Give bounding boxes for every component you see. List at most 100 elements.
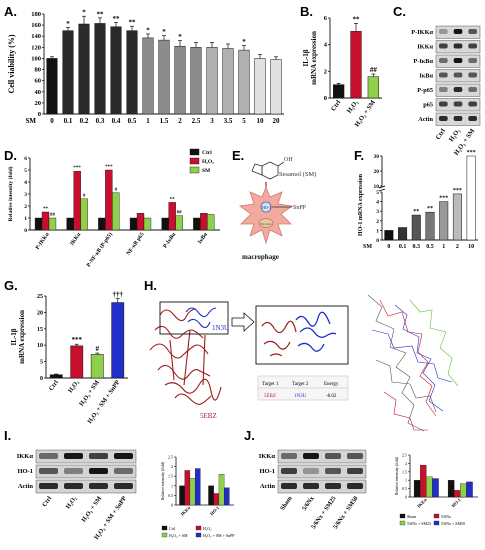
panel-label-a: A.	[4, 4, 17, 19]
d-ytick-label: 1	[24, 216, 27, 222]
f-ytick-label: 10	[374, 184, 380, 190]
d-bar	[193, 217, 201, 231]
f-xtick-label: 2	[456, 244, 459, 250]
a-bar	[110, 26, 122, 115]
j-lane-label: 5/6Nx	[301, 494, 316, 512]
c-row-label: P-IKKα	[411, 29, 433, 36]
f-ytick-label: 0	[376, 238, 379, 244]
d-legend-swatch	[189, 166, 200, 174]
d-sig: #	[83, 194, 86, 199]
g-sig: †††	[113, 291, 124, 299]
i-band	[64, 468, 83, 474]
j-band	[281, 483, 297, 489]
docking-h: 1N3U 5EBZ Target 1 Target 2 Energy 5EBZ …	[149, 294, 459, 432]
a-bar	[78, 23, 90, 115]
a-bar	[158, 39, 170, 115]
a-bar	[238, 49, 250, 115]
d-ytick-label: 6	[24, 156, 27, 162]
j-xtick-label: IKKα	[416, 497, 428, 509]
a-bar	[254, 58, 266, 115]
nucleus	[258, 218, 274, 228]
d-ytick-label: 0	[24, 228, 27, 234]
c-lane-label: Ctrl	[435, 127, 447, 141]
j-legend-swatch	[399, 513, 406, 519]
j-ytick-label: 0.5	[402, 486, 407, 491]
i-ytick-label: 0.5	[168, 493, 173, 498]
j-band	[303, 453, 319, 459]
a-xtick-label: 20	[273, 117, 281, 125]
c-band	[439, 87, 448, 92]
g-ytick-label: 5	[40, 360, 43, 366]
b-ytick-label: 6	[324, 15, 328, 22]
i-xtick-label: IKKα	[180, 505, 192, 517]
c-row-label: IKKα	[417, 44, 433, 51]
a-xtick-label: 10	[257, 117, 265, 125]
c-band	[453, 29, 463, 34]
f-axis-break	[378, 188, 386, 192]
b-sig: ##	[370, 66, 378, 74]
i-bar	[223, 487, 230, 506]
table-cell-1: 5EBZ	[264, 394, 276, 399]
i-bar	[194, 468, 201, 506]
g-xtick-label: H₂O₂ + SM	[78, 379, 101, 407]
d-bar	[105, 169, 113, 231]
g-ytick-label: 0	[40, 376, 43, 382]
a-xtick-label: 2	[178, 117, 182, 125]
b-bar	[367, 76, 379, 99]
i-ytick-label: 2	[171, 464, 173, 469]
panel-label-e: E.	[232, 148, 244, 163]
f-xtick-label: 1	[442, 244, 445, 250]
j-bar	[460, 483, 467, 498]
c-row-label: Actin	[418, 116, 433, 123]
f-ytick-label: 20	[374, 169, 380, 175]
i-bar	[218, 474, 225, 506]
j-ytick-label: 2	[405, 461, 407, 466]
b-sig: **	[353, 15, 361, 23]
f-sig: ***	[467, 150, 476, 156]
schematic-e: OH Sesamol (SM) HO-1 Nucleus SnPP macrop…	[238, 157, 316, 261]
b-bar	[333, 84, 345, 99]
chart-j: 0 0.5 1 1.5 2 2.5 IKKα HO-1 Relative intensity (…	[394, 453, 478, 526]
a-sig: **	[129, 19, 137, 27]
f-xtick-label: 0.5	[426, 244, 434, 250]
d-bar	[143, 217, 152, 231]
a-bar	[94, 23, 106, 115]
d-xtick-label: IKKα	[69, 231, 82, 247]
d-ytick-label: 4	[24, 180, 27, 186]
d-bar	[207, 214, 215, 231]
a-xtick-label: 0	[50, 117, 54, 125]
zoom-box	[159, 301, 229, 335]
a-ytick-label: 80	[35, 67, 42, 74]
a-xtick-label: 0.4	[112, 117, 121, 125]
d-bar	[48, 217, 57, 231]
f-ytick-label: 30	[374, 154, 380, 160]
d-ylabel: Relative intensity (fold)	[7, 166, 14, 221]
chart-i: 0 0.5 1 1.5 2 2.5 IKKα HO-1 Relative intensity (…	[160, 455, 235, 539]
c-band	[468, 43, 477, 49]
panel-label-b: B.	[300, 4, 313, 19]
d-legend-swatch	[189, 157, 200, 165]
g-bar	[49, 374, 63, 379]
b-bar	[350, 31, 362, 99]
j-band	[347, 483, 363, 489]
d-xtick-label: NF-κB p65	[126, 232, 146, 257]
d-sig: #	[115, 188, 118, 193]
d-sig: ##	[50, 213, 56, 218]
a-ytick-label: 160	[31, 22, 41, 29]
c-band	[439, 101, 448, 107]
j-ylabel: Relative intensity (fold)	[394, 456, 399, 495]
a-sig: *	[162, 28, 166, 36]
g-xtick-label: H₂O₂	[67, 379, 81, 394]
i-legend-swatch	[161, 532, 168, 538]
i-bar	[213, 493, 220, 506]
panel-label-i: I.	[4, 428, 11, 443]
label-5ebz: 5EBZ	[200, 412, 217, 420]
j-band	[325, 483, 341, 489]
a-xtick-label: 0.2	[80, 117, 89, 125]
j-legend-label: 5/6Nx + SM25	[407, 521, 431, 526]
j-row-label: HO-1	[259, 468, 275, 475]
i-band	[114, 468, 133, 474]
